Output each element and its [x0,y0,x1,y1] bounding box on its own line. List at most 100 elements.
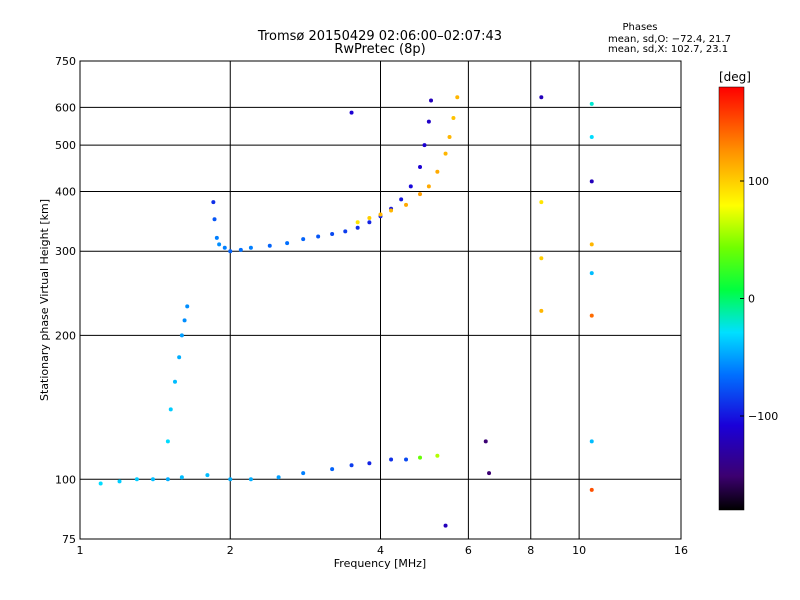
data-point [177,355,182,360]
data-point [483,439,488,444]
data-point [212,217,217,222]
data-point [214,235,219,240]
y-tick-label: 500 [55,139,76,152]
data-point [404,457,409,462]
data-point [443,523,448,528]
x-axis-ticks: 1 2 4 6 8 10 16 [77,544,689,557]
y-tick-label: 300 [55,245,76,258]
data-point [165,477,170,482]
data-point [238,247,243,252]
data-point [211,200,216,205]
data-point [134,477,139,482]
data-point [248,245,253,250]
colorbar [718,86,745,511]
data-point [316,234,321,239]
data-point [98,481,103,486]
data-point [447,135,452,140]
data-point [349,110,354,115]
data-point [330,467,335,472]
data-points [98,95,594,528]
data-point [589,242,594,247]
stats-title: Phases [622,22,657,33]
y-tick-label: 100 [55,473,76,486]
data-point [117,479,122,484]
x-tick-label: 1 [77,544,84,557]
data-point [539,95,544,100]
y-axis-label: Stationary phase Virtual Height [km] [38,199,51,401]
data-point [389,208,394,213]
chart-subtitle: RwPretec (8p) [334,42,425,57]
stats-line-x: mean, sd,X: 102.7, 23.1 [608,44,728,55]
data-point [185,304,190,309]
data-point [343,229,348,234]
data-point [182,318,187,323]
data-point [367,461,372,466]
data-point [276,475,281,480]
y-tick-label: 400 [55,185,76,198]
data-point [435,453,440,458]
data-point [429,98,434,103]
data-point [248,477,253,482]
colorbar-tick-label: 100 [748,175,769,188]
x-tick-label: 4 [377,544,384,557]
grid-lines [80,61,681,539]
data-point [349,463,354,468]
data-point [165,439,170,444]
colorbar-tick-label: −100 [748,410,778,423]
data-point [389,457,394,462]
data-point [217,242,222,247]
data-point [404,202,409,207]
data-point [408,184,413,189]
colorbar-tick-label: 0 [748,293,755,306]
data-point [228,249,233,254]
data-point [355,220,360,225]
data-point [205,473,210,478]
data-point [285,241,290,246]
data-point [589,487,594,492]
x-tick-label: 8 [527,544,534,557]
data-point [222,245,227,250]
y-tick-label: 200 [55,329,76,342]
x-tick-label: 2 [227,544,234,557]
data-point [487,471,492,476]
data-point [355,225,360,230]
chart-title: Tromsø 20150429 02:06:00–02:07:43 [257,29,502,44]
data-point [435,169,440,174]
data-point [367,220,372,225]
data-point [399,197,404,202]
x-tick-label: 6 [465,544,472,557]
data-point [589,101,594,106]
y-tick-label: 600 [55,101,76,114]
x-tick-label: 16 [674,544,688,557]
stats-line-o: mean, sd,O: −72.4, 21.7 [608,34,731,45]
data-point [418,455,423,460]
data-point [367,216,372,221]
data-point [418,165,423,170]
data-point [168,407,173,412]
data-point [418,192,423,197]
data-point [179,333,184,338]
data-point [589,135,594,140]
colorbar-ticks: 100 0 −100 [740,175,778,423]
data-point [330,231,335,236]
data-point [179,475,184,480]
data-point [426,119,431,124]
data-point [589,271,594,276]
data-point [589,179,594,184]
data-point [589,439,594,444]
data-point [228,477,233,482]
data-point [378,212,383,217]
data-point [267,243,272,248]
data-point [301,237,306,242]
y-tick-label: 75 [62,533,76,546]
data-point [443,151,448,156]
y-axis-ticks: 75 100 200 300 400 500 600 750 [55,55,76,546]
data-point [172,379,177,384]
data-point [539,200,544,205]
data-point [455,95,460,100]
x-axis-label: Frequency [MHz] [334,557,426,570]
data-point [301,471,306,476]
data-point [426,184,431,189]
data-point [150,477,155,482]
